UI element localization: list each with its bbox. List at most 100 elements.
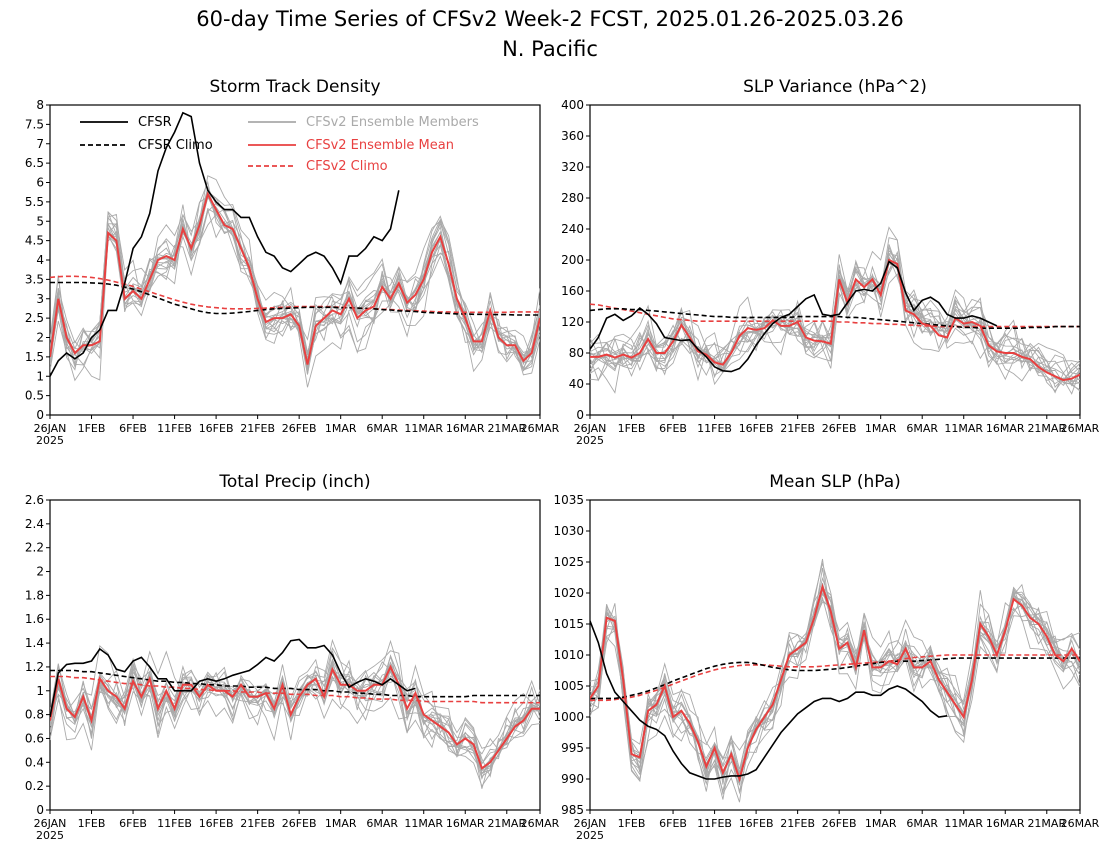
- x-tick-label: 11FEB: [157, 817, 192, 830]
- ens-mean-line: [50, 191, 540, 365]
- x-tick-label: 26FEB: [282, 422, 317, 435]
- x-tick-label: 21FEB: [780, 422, 815, 435]
- y-tick-label: 1025: [553, 555, 584, 569]
- y-tick-label: 0: [36, 803, 44, 817]
- y-tick-label: 0.2: [25, 779, 44, 793]
- y-tick-label: 6.5: [25, 156, 44, 170]
- legend-label-ens-mean: CFSv2 Ensemble Mean: [306, 138, 454, 153]
- x-tick-label: 21MAR: [487, 817, 526, 830]
- x-tick-label: 16MAR: [986, 422, 1025, 435]
- x-year-label: 2025: [36, 434, 64, 447]
- legend-label-cfsv2-climo: CFSv2 Climo: [306, 159, 388, 174]
- y-tick-label: 8: [36, 98, 44, 112]
- x-tick-label: 6MAR: [906, 422, 938, 435]
- chart-subtitle: N. Pacific: [502, 37, 598, 61]
- y-tick-label: 7.5: [25, 117, 44, 131]
- y-tick-label: 1020: [553, 586, 584, 600]
- cfsr-line: [50, 638, 416, 718]
- ensemble-member-line: [590, 586, 1080, 779]
- x-tick-label: 16FEB: [739, 422, 774, 435]
- legend: CFSR CFSR Climo CFSv2 Ensemble Members CFSv…: [80, 115, 479, 174]
- panels: Storm Track Density 0 0.5 1 1.5 2 2.5 3 3.5 4 4.5 5…: [25, 77, 1100, 842]
- panel-4: Mean SLP (hPa) 985 990 995 1000 1005 1010 1015 1…: [553, 472, 1099, 842]
- y-tick-label: 160: [561, 284, 584, 298]
- x-tick-label: 26MAR: [521, 817, 560, 830]
- cfsv2-climo-line: [50, 275, 540, 314]
- x-tick-label: 1MAR: [865, 817, 897, 830]
- y-tick-label: 1010: [553, 648, 584, 662]
- x-tick-label: 11MAR: [404, 422, 443, 435]
- y-tick-label: 2: [36, 565, 44, 579]
- x-tick-label: 26MAR: [1061, 422, 1100, 435]
- x-tick-label: 1FEB: [618, 817, 646, 830]
- x-tick-label: 16FEB: [199, 422, 234, 435]
- x-year-label: 2025: [36, 829, 64, 842]
- cfsr-line: [590, 620, 948, 780]
- y-tick-label: 4: [36, 253, 44, 267]
- y-tick-label: 5.5: [25, 195, 44, 209]
- plot-area: [590, 558, 1080, 803]
- plot-area: [50, 638, 540, 789]
- plot-area: [50, 111, 540, 388]
- x-tick-label: 26JAN: [34, 422, 67, 435]
- x-tick-label: 16MAR: [986, 817, 1025, 830]
- ensemble-member-line: [50, 658, 540, 755]
- y-tick-label: 2.2: [25, 541, 44, 555]
- y-tick-label: 6: [36, 176, 44, 190]
- y-tick-label: 120: [561, 315, 584, 329]
- x-tick-label: 6FEB: [119, 422, 147, 435]
- x-tick-label: 26JAN: [574, 422, 607, 435]
- x-tick-label: 6MAR: [366, 422, 398, 435]
- x-tick-label: 26FEB: [822, 422, 857, 435]
- x-tick-label: 11MAR: [404, 817, 443, 830]
- y-tick-label: 2.6: [25, 493, 44, 507]
- x-tick-label: 21MAR: [1027, 817, 1066, 830]
- x-tick-label: 21MAR: [487, 422, 526, 435]
- x-tick-label: 26JAN: [34, 817, 67, 830]
- y-tick-label: 0: [576, 408, 584, 422]
- x-tick-label: 21FEB: [240, 422, 275, 435]
- plot-frame: [589, 499, 1081, 811]
- x-tick-label: 11MAR: [944, 422, 983, 435]
- ens-mean-line: [590, 258, 1080, 382]
- x-tick-label: 26FEB: [822, 817, 857, 830]
- y-tick-label: 1030: [553, 524, 584, 538]
- x-tick-label: 11MAR: [944, 817, 983, 830]
- y-tick-label: 0.8: [25, 708, 44, 722]
- y-tick-label: 0.4: [25, 755, 44, 769]
- y-tick-label: 80: [569, 346, 584, 360]
- y-tick-label: 360: [561, 129, 584, 143]
- x-tick-label: 26FEB: [282, 817, 317, 830]
- panel-2: SLP Variance (hPa^2) 0 40 80 120 160 200 240 280…: [561, 77, 1100, 447]
- y-tick-label: 1.8: [25, 588, 44, 602]
- y-tick-label: 995: [561, 741, 584, 755]
- panel-title: Mean SLP (hPa): [769, 472, 901, 492]
- chart-title: 60-day Time Series of CFSv2 Week-2 FCST,…: [196, 7, 903, 31]
- x-tick-label: 11FEB: [697, 817, 732, 830]
- x-tick-label: 21FEB: [240, 817, 275, 830]
- x-tick-label: 6FEB: [659, 422, 687, 435]
- x-tick-label: 1FEB: [78, 817, 106, 830]
- y-tick-label: 985: [561, 803, 584, 817]
- x-tick-label: 16MAR: [446, 817, 485, 830]
- x-tick-label: 6MAR: [366, 817, 398, 830]
- ensemble-member-line: [590, 254, 1080, 395]
- panel-3: Total Precip (inch) 0 0.2 0.4 0.6 0.8 1 1.2 1.4 1…: [25, 472, 560, 842]
- x-tick-label: 16MAR: [446, 422, 485, 435]
- y-tick-label: 5: [36, 214, 44, 228]
- ensemble-member-line: [590, 567, 1080, 782]
- y-tick-label: 1.6: [25, 612, 44, 626]
- y-tick-label: 3: [36, 292, 44, 306]
- y-tick-label: 400: [561, 98, 584, 112]
- y-tick-label: 990: [561, 772, 584, 786]
- ensemble-member-line: [50, 661, 540, 765]
- cfsr-climo-line: [590, 307, 1080, 330]
- y-tick-label: 0.5: [25, 389, 44, 403]
- cfsr-line: [50, 111, 400, 377]
- x-tick-label: 6FEB: [659, 817, 687, 830]
- y-tick-label: 1.5: [25, 350, 44, 364]
- plot-frame: [49, 499, 541, 811]
- y-tick-label: 1: [36, 684, 44, 698]
- y-tick-label: 1000: [553, 710, 584, 724]
